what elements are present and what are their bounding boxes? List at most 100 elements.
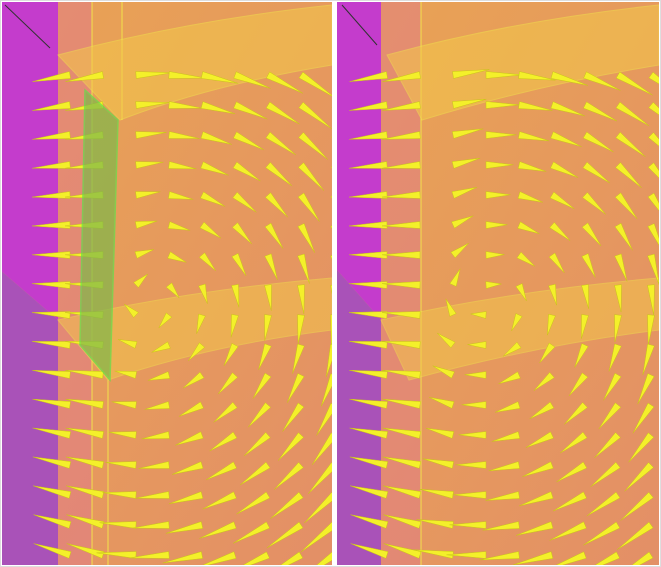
edge xyxy=(341,4,378,46)
vector-cone xyxy=(517,191,543,203)
vector-cone xyxy=(32,427,71,439)
vector-cone xyxy=(232,161,261,182)
vector-cone xyxy=(265,101,300,125)
vector-cone xyxy=(582,192,606,215)
vector-cone xyxy=(564,402,588,425)
vector-cone xyxy=(135,220,158,229)
vector-cone xyxy=(168,161,197,170)
vector-cone xyxy=(594,551,620,565)
vector-cone xyxy=(135,131,167,139)
vector-cone xyxy=(239,461,271,486)
purple-wall xyxy=(2,271,58,565)
vector-cone xyxy=(608,343,622,372)
vector-cone xyxy=(349,456,389,469)
vector-cone xyxy=(458,431,487,439)
vector-cone xyxy=(66,514,105,529)
vector-cone xyxy=(32,191,71,199)
vector-cone xyxy=(330,195,332,199)
vector-cone xyxy=(300,521,332,553)
vector-cone xyxy=(381,281,421,289)
selected-face xyxy=(79,88,119,382)
vector-cone xyxy=(162,551,203,564)
vector-cone xyxy=(586,491,621,517)
vector-cone xyxy=(213,401,238,423)
vector-cone xyxy=(265,161,293,187)
vector-cone xyxy=(265,192,289,218)
vector-cone xyxy=(382,456,422,469)
vector-cone xyxy=(349,101,388,111)
vector-cone xyxy=(316,551,332,565)
vector-cone xyxy=(518,101,553,111)
vector-cone xyxy=(452,69,490,79)
vector-cone xyxy=(196,313,206,334)
vector-cone xyxy=(495,401,521,413)
vector-cone xyxy=(518,131,550,142)
vector-cone xyxy=(450,242,469,259)
vector-cone xyxy=(382,101,421,111)
vector-cone xyxy=(560,431,588,454)
vector-cone xyxy=(452,491,487,499)
vector-cone xyxy=(574,343,589,368)
vector-cone xyxy=(331,106,332,109)
vector-cone xyxy=(349,311,388,319)
vector-cone xyxy=(451,128,484,139)
vector-cone xyxy=(233,71,271,89)
vector-cone xyxy=(141,431,170,440)
vector-cone xyxy=(231,222,252,245)
vector-cone xyxy=(297,253,310,284)
vector-cone xyxy=(172,461,204,475)
vector-cone xyxy=(102,491,137,499)
vector-cone xyxy=(236,491,271,515)
right-view xyxy=(337,2,659,565)
vector-cone xyxy=(32,131,71,140)
vector-cone xyxy=(31,221,71,229)
vector-cone xyxy=(32,101,71,111)
vector-cone xyxy=(615,162,642,189)
vector-cone xyxy=(382,131,421,140)
vector-cone xyxy=(491,431,521,442)
vector-cone xyxy=(614,314,622,343)
vector-cone xyxy=(647,253,659,285)
vector-cone xyxy=(165,521,204,534)
vector-cone xyxy=(432,365,455,379)
vector-cone xyxy=(105,461,137,469)
vector-cone xyxy=(549,521,587,541)
vector-cone xyxy=(452,98,487,109)
vector-cone xyxy=(32,456,72,469)
vector-cone xyxy=(151,341,171,353)
vector-cone xyxy=(515,283,527,302)
vector-cone xyxy=(298,71,332,97)
vector-cone xyxy=(168,491,204,505)
vector-cone xyxy=(252,372,272,399)
vector-cone xyxy=(231,253,247,277)
vector-cone xyxy=(582,131,614,153)
vector-cone xyxy=(647,192,659,212)
vector-cone xyxy=(485,221,508,229)
vector-cone xyxy=(350,543,389,559)
vector-cone xyxy=(205,461,237,481)
vector-cone xyxy=(590,461,621,488)
vector-cone xyxy=(556,461,588,483)
vector-cone xyxy=(168,191,194,200)
vector-cone xyxy=(620,491,654,521)
vector-cone xyxy=(325,343,332,378)
vector-cone xyxy=(242,551,270,565)
vector-cone xyxy=(182,371,205,389)
vector-cone xyxy=(512,551,554,565)
vector-cone xyxy=(312,432,332,465)
vector-cone xyxy=(550,101,585,117)
vector-cone xyxy=(628,432,655,463)
vector-cone xyxy=(96,551,137,559)
vector-cone xyxy=(32,311,71,319)
vector-cone xyxy=(464,371,487,379)
vector-cone xyxy=(118,339,138,349)
vector-cone xyxy=(479,551,520,561)
vector-cone xyxy=(230,314,239,338)
vector-cone xyxy=(200,191,226,207)
vector-cone xyxy=(445,298,457,317)
vector-cone xyxy=(32,341,71,349)
vector-cone xyxy=(231,284,240,308)
vector-cone xyxy=(331,77,332,79)
vector-cone xyxy=(65,370,104,379)
